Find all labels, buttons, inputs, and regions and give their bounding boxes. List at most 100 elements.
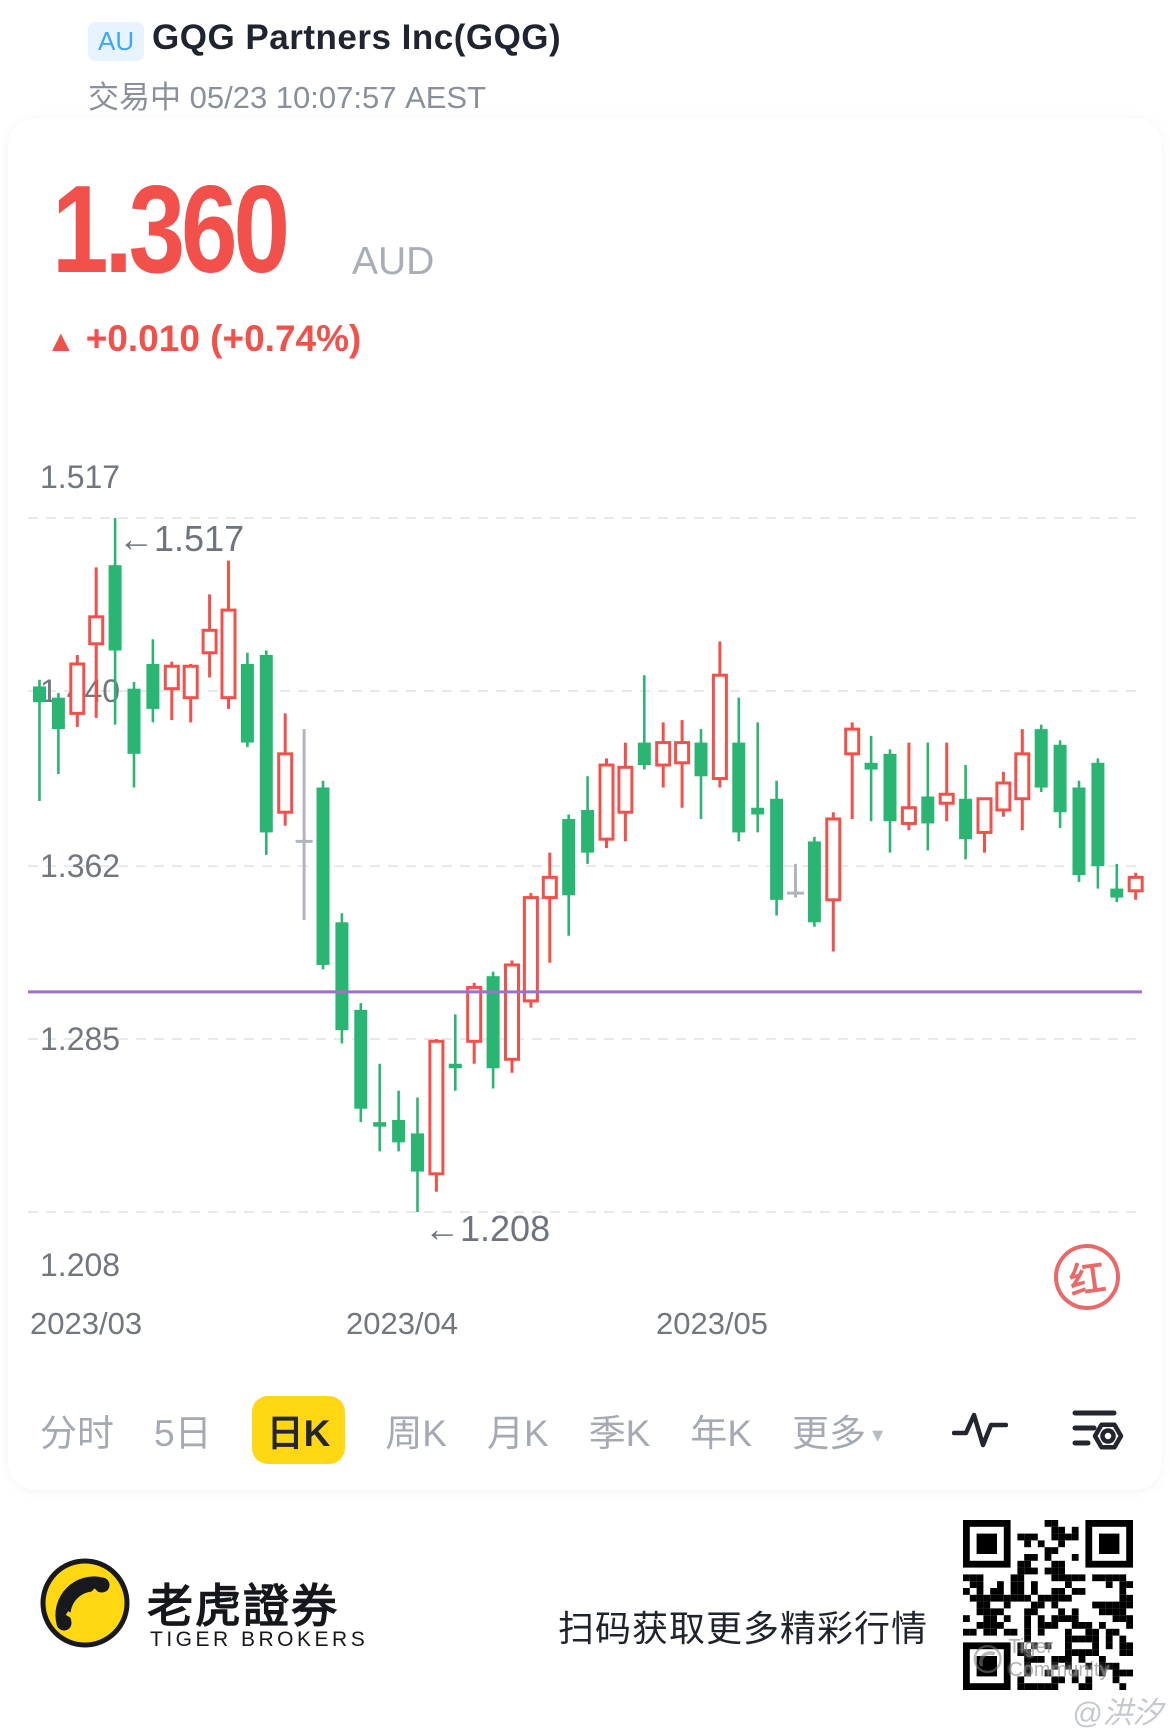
candle [598, 758, 615, 849]
toolbar-icons [952, 1406, 1126, 1454]
candle [163, 661, 180, 721]
y-axis-label: 1.517 [40, 459, 120, 495]
candle [900, 742, 917, 831]
trading-status: 交易中 05/23 10:07:57 AEST [88, 80, 487, 115]
period-toolbar: 分时 5日 日K 周K 月K 季K 年K 更多 ▾ [0, 1390, 1170, 1470]
candle [617, 742, 634, 842]
y-axis-label: 1.362 [40, 848, 120, 884]
candle [504, 960, 520, 1073]
candle [295, 729, 313, 921]
candle [448, 1014, 462, 1091]
market-badge: AU [88, 22, 145, 61]
tab-more[interactable]: 更多 ▾ [792, 1413, 884, 1454]
candle [335, 913, 349, 1044]
candle [522, 893, 539, 1008]
candle [637, 675, 651, 770]
tab-daily-k[interactable]: 日K [251, 1396, 346, 1464]
red-seal-label: 红 [1066, 1256, 1109, 1303]
brand-name-cn: 老虎證券 [147, 1580, 339, 1632]
candle [33, 679, 46, 801]
candle [1053, 740, 1067, 828]
annotations: ←1.517 ←1.208 [118, 518, 550, 1249]
candle [938, 742, 955, 822]
x-axis-label: 2023/03 [30, 1306, 142, 1341]
candle [277, 713, 294, 826]
tiger-brokers-logo [40, 1558, 130, 1648]
candle [1127, 872, 1144, 900]
gridlines [28, 517, 1142, 1213]
low-annotation: ←1.208 [424, 1208, 550, 1249]
price-change: ▲ +0.010 (+0.74%) [46, 318, 361, 360]
candle [51, 693, 65, 775]
candle [844, 722, 861, 819]
tab-yearly-k[interactable]: 年K [690, 1413, 753, 1454]
candle [751, 722, 765, 833]
tab-5day[interactable]: 5日 [154, 1413, 212, 1454]
candle [1014, 729, 1031, 831]
candle [1110, 863, 1124, 903]
candle [354, 1003, 368, 1123]
qr-code [963, 1520, 1133, 1690]
candlestick-series [33, 518, 1144, 1212]
up-arrow-icon: ▲ [46, 325, 76, 358]
currency-label: AUD [352, 240, 435, 283]
x-axis-label: 2023/04 [346, 1306, 458, 1341]
watermark-handle: @洪汐 [1072, 1697, 1163, 1730]
chevron-down-icon: ▾ [872, 1422, 884, 1447]
candlestick-chart[interactable]: 1.5171.4401.3621.2851.208←1.517←1.208202… [0, 400, 1170, 1360]
indicator-settings-icon[interactable] [1072, 1406, 1126, 1454]
candle [220, 560, 237, 709]
candle [976, 797, 993, 853]
candle [732, 697, 746, 842]
candle [655, 722, 672, 788]
tab-quarterly-k[interactable]: 季K [588, 1413, 651, 1454]
high-annotation: ←1.517 [118, 518, 244, 559]
promo-text: 扫码获取更多精彩行情 [558, 1608, 929, 1649]
candle [787, 863, 804, 898]
candle [259, 650, 273, 855]
candle [995, 771, 1012, 817]
candle [486, 971, 500, 1089]
candle [581, 776, 595, 864]
candle [959, 765, 973, 860]
candle [411, 1097, 424, 1212]
candle [1091, 758, 1105, 889]
candle [864, 735, 878, 822]
candle [127, 681, 141, 788]
line-chart-icon[interactable] [952, 1410, 1008, 1450]
y-axis-label: 1.285 [40, 1021, 120, 1057]
stock-title: GQG Partners Inc(GQG) [152, 18, 562, 57]
candle [694, 729, 708, 819]
candle [316, 780, 330, 970]
tab-weekly-k[interactable]: 周K [385, 1413, 447, 1454]
candle [108, 518, 122, 725]
candle [69, 655, 86, 727]
candle [240, 652, 254, 748]
tab-monthly-k[interactable]: 月K [487, 1413, 549, 1454]
candle [541, 852, 558, 963]
x-axis-label: 2023/05 [656, 1306, 768, 1341]
candle [466, 982, 483, 1064]
candle [88, 567, 105, 718]
candle [770, 780, 784, 916]
y-axis-label: 1.208 [40, 1247, 120, 1283]
tab-minute[interactable]: 分时 [40, 1413, 114, 1454]
candle [883, 749, 897, 853]
candle [1034, 724, 1048, 793]
candle [392, 1090, 406, 1152]
x-axis-labels: 2023/03 2023/04 2023/05 [30, 1306, 768, 1341]
candle [562, 814, 576, 936]
candle [674, 720, 691, 808]
candle [428, 1039, 445, 1192]
candle [825, 812, 842, 952]
candle [807, 836, 821, 927]
candle [921, 742, 935, 851]
brand-name-en: TIGER BROKERS [150, 1628, 369, 1651]
period-tabs: 分时 5日 日K 周K 月K 季K 年K 更多 ▾ [40, 1396, 883, 1464]
candle [711, 641, 728, 788]
candle [373, 1063, 387, 1152]
candle [201, 594, 218, 678]
candle [182, 663, 199, 723]
candle [1072, 780, 1086, 882]
